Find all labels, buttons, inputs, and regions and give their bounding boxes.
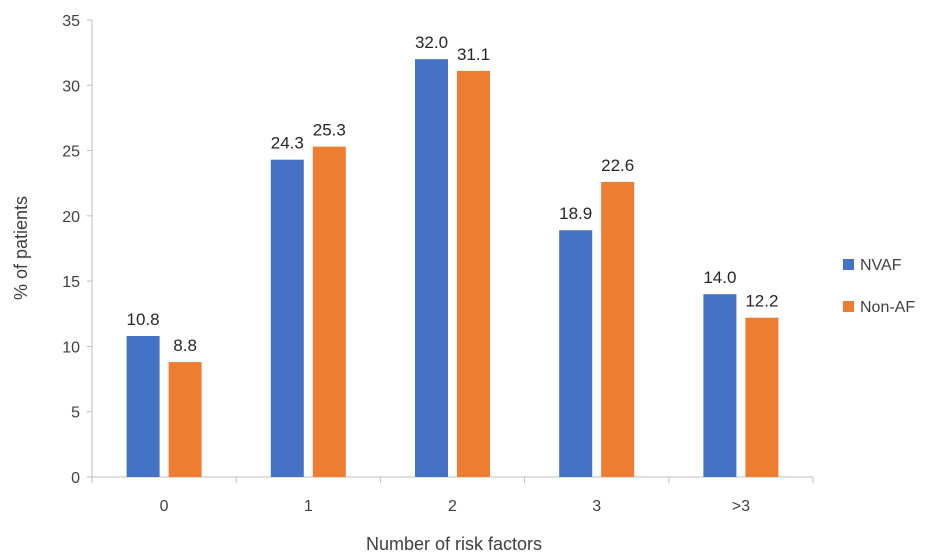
legend-swatch — [843, 259, 854, 270]
bar-nvaf — [415, 59, 448, 478]
data-label: 14.0 — [703, 268, 736, 287]
data-label: 24.3 — [271, 134, 304, 153]
bar-non-af — [168, 362, 202, 477]
data-label: 32.0 — [415, 33, 448, 52]
y-axis-title: % of patients — [11, 196, 31, 300]
y-tick-label: 10 — [62, 339, 80, 356]
y-tick-label: 15 — [62, 274, 80, 291]
x-tick-label: 2 — [448, 498, 457, 515]
x-tick-label: 0 — [160, 498, 169, 515]
legend: NVAF Non-AF — [843, 257, 915, 316]
y-tick-label: 35 — [62, 13, 80, 30]
legend-label: Non-AF — [860, 299, 915, 316]
y-tick-label: 20 — [62, 209, 80, 226]
bar-nvaf — [703, 294, 737, 477]
bar-non-af — [312, 146, 346, 477]
y-tick-label: 25 — [62, 144, 80, 161]
data-label: 10.8 — [127, 310, 160, 329]
data-label: 22.6 — [601, 156, 634, 175]
bar-nvaf — [559, 230, 593, 477]
x-tick-label: 1 — [304, 498, 313, 515]
legend-swatch — [843, 301, 854, 312]
bar-nvaf — [270, 159, 304, 477]
plot-area: 0 5 10 15 20 25 30 35 0 10.8 8.8 1 24.3 25.3 2 32.0 31.1… — [62, 13, 814, 515]
x-tick-label: 3 — [592, 498, 601, 515]
x-tick-label: >3 — [732, 498, 750, 515]
bar-non-af — [601, 181, 635, 477]
data-label: 25.3 — [313, 121, 346, 140]
bar-non-af — [745, 317, 779, 477]
x-axis-title: Number of risk factors — [366, 534, 542, 554]
y-tick-label: 5 — [71, 405, 80, 422]
data-label: 12.2 — [745, 292, 778, 311]
bar-nvaf — [126, 335, 160, 477]
y-tick-label: 0 — [71, 470, 80, 487]
legend-label: NVAF — [860, 257, 902, 274]
y-tick-label: 30 — [62, 78, 80, 95]
data-label: 8.8 — [173, 336, 197, 355]
data-label: 18.9 — [559, 204, 592, 223]
data-label: 31.1 — [457, 45, 490, 64]
bar-non-af — [457, 70, 490, 478]
